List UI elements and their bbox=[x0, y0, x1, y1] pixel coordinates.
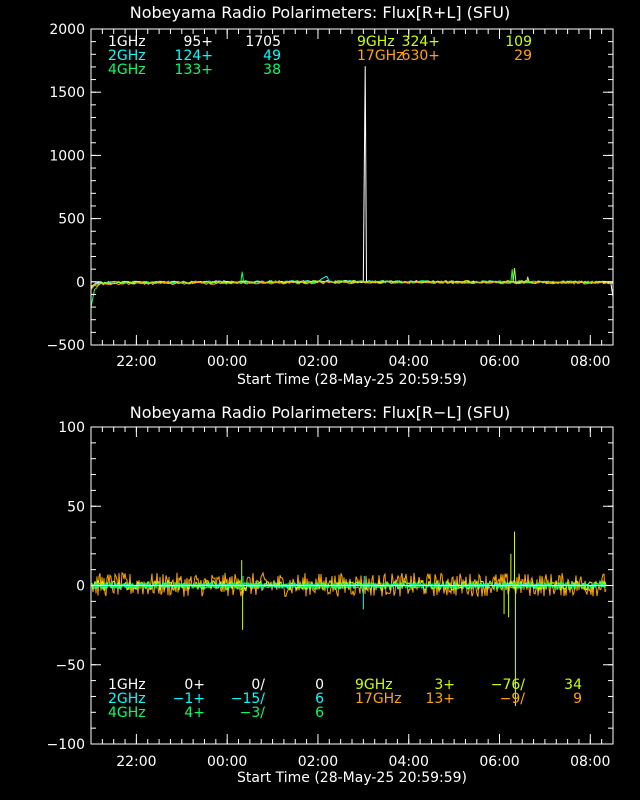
legend-text: 95+ bbox=[183, 34, 213, 50]
legend-text: 6 bbox=[315, 705, 324, 721]
legend-text: 9 bbox=[573, 691, 582, 707]
series-line-17GHz bbox=[91, 280, 613, 290]
legend-text: 1705 bbox=[245, 34, 281, 50]
x-tick-label: 02:00 bbox=[298, 754, 338, 770]
x-tick-label: 00:00 bbox=[207, 354, 247, 370]
y-tick-label: 50 bbox=[67, 499, 85, 515]
x-tick-label: 06:00 bbox=[479, 754, 519, 770]
legend-text: 630+ bbox=[402, 48, 440, 64]
legend-text: 3+ bbox=[434, 677, 455, 693]
legend-text: −9/ bbox=[500, 691, 526, 707]
x-tick-label: 06:00 bbox=[479, 354, 519, 370]
legend-text: 13+ bbox=[425, 691, 455, 707]
x-tick-label: 02:00 bbox=[298, 354, 338, 370]
legend-text: 49 bbox=[263, 48, 281, 64]
legend-text: 124+ bbox=[175, 48, 213, 64]
plot-frame bbox=[90, 28, 614, 346]
x-tick-label: 00:00 bbox=[207, 754, 247, 770]
legend-text: 9GHz bbox=[357, 34, 395, 50]
x-tick-label: 22:00 bbox=[116, 754, 156, 770]
x-tick-label: 04:00 bbox=[389, 354, 429, 370]
legend-text: 34 bbox=[564, 677, 582, 693]
x-tick-label: 22:00 bbox=[116, 354, 156, 370]
legend-text: −1+ bbox=[173, 691, 205, 707]
y-tick-label: −500 bbox=[47, 338, 85, 354]
legend-text: −76/ bbox=[491, 677, 526, 693]
legend-text: 2GHz bbox=[108, 691, 146, 707]
legend-text: 4+ bbox=[184, 705, 205, 721]
legend-text: 4GHz bbox=[108, 62, 146, 78]
legend-text: 1GHz bbox=[108, 677, 146, 693]
legend-text: 0+ bbox=[184, 677, 205, 693]
x-tick-label: 08:00 bbox=[570, 354, 610, 370]
y-tick-label: 1000 bbox=[49, 148, 85, 164]
y-tick-label: 100 bbox=[58, 420, 85, 436]
legend-text: 17GHz bbox=[355, 691, 402, 707]
series-line-4GHz bbox=[91, 580, 607, 591]
legend-text: −15/ bbox=[231, 691, 266, 707]
legend-text: 109 bbox=[505, 34, 532, 50]
legend-text: 9GHz bbox=[355, 677, 393, 693]
series-line-1GHz bbox=[91, 66, 613, 298]
legend-text: 2GHz bbox=[108, 48, 146, 64]
x-tick-label: 04:00 bbox=[389, 754, 429, 770]
y-tick-label: 2000 bbox=[49, 22, 85, 38]
chart-title: Nobeyama Radio Polarimeters: Flux[R+L] (… bbox=[130, 3, 510, 22]
plot-area bbox=[91, 531, 607, 706]
legend-text: 6 bbox=[315, 691, 324, 707]
x-axis-label: Start Time (28-May-25 20:59:59) bbox=[237, 770, 467, 786]
panel-2: Nobeyama Radio Polarimeters: Flux[R−L] (… bbox=[47, 403, 614, 786]
series-line-4GHz bbox=[91, 269, 613, 308]
plot-area bbox=[91, 66, 613, 308]
legend-text: 0/ bbox=[251, 677, 265, 693]
legend-text: 29 bbox=[514, 48, 532, 64]
x-tick-label: 08:00 bbox=[570, 754, 610, 770]
legend-text: 0 bbox=[315, 677, 324, 693]
legend-text: 4GHz bbox=[108, 705, 146, 721]
legend-text: −3/ bbox=[240, 705, 266, 721]
y-tick-label: 0 bbox=[76, 275, 85, 291]
y-tick-label: 500 bbox=[58, 212, 85, 228]
legend-text: 324+ bbox=[402, 34, 440, 50]
y-tick-label: 1500 bbox=[49, 85, 85, 101]
y-tick-label: −100 bbox=[47, 737, 85, 753]
legend-text: 1GHz bbox=[108, 34, 146, 50]
legend-text: 133+ bbox=[175, 62, 213, 78]
y-tick-label: 0 bbox=[76, 579, 85, 595]
chart-title: Nobeyama Radio Polarimeters: Flux[R−L] (… bbox=[130, 403, 510, 422]
legend-text: 17GHz bbox=[357, 48, 404, 64]
y-tick-label: −50 bbox=[55, 658, 85, 674]
x-axis-label: Start Time (28-May-25 20:59:59) bbox=[237, 372, 467, 388]
legend-text: 38 bbox=[263, 62, 281, 78]
panel-1: Nobeyama Radio Polarimeters: Flux[R+L] (… bbox=[47, 3, 614, 388]
series-line-9GHz bbox=[91, 267, 613, 289]
